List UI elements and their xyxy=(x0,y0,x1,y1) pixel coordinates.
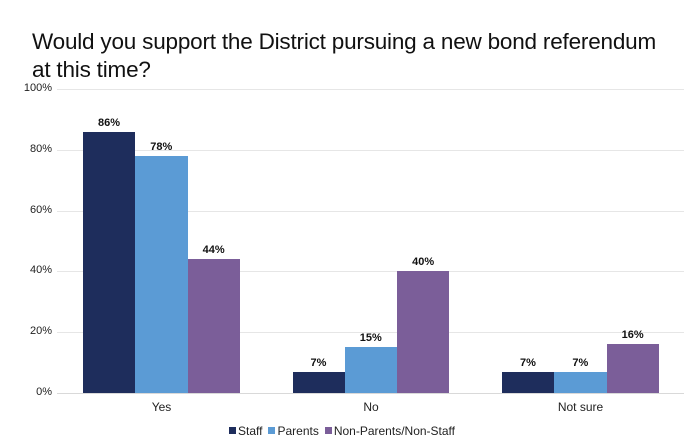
legend-item-staff: Staff xyxy=(229,424,262,438)
x-axis-category-label: Yes xyxy=(151,400,172,414)
bar-value-label: 40% xyxy=(412,256,435,269)
legend-item-non-parents-non-staff: Non-Parents/Non-Staff xyxy=(324,424,455,438)
legend-swatch-icon xyxy=(229,427,236,434)
chart-title-line-1: Would you support the District pursuing … xyxy=(32,29,656,54)
bar-value-label: 86% xyxy=(97,116,121,129)
legend-swatch-icon xyxy=(324,427,332,434)
bar-non-parents-non-staff-yes xyxy=(187,259,240,393)
bar-staff-no xyxy=(292,371,345,393)
chart-legend: Staff Parents Non-Parents/Non-Staff xyxy=(0,424,684,438)
bar-value-label: 44% xyxy=(202,244,225,257)
gridline xyxy=(57,271,684,272)
x-axis-baseline xyxy=(57,393,684,394)
y-axis-tick-label: 60% xyxy=(29,204,52,216)
legend-label: Non-Parents/Non-Staff xyxy=(333,424,455,438)
y-axis-tick-label: 100% xyxy=(23,82,52,94)
chart-title: Would you support the District pursuing … xyxy=(32,28,682,84)
bar-parents-no xyxy=(344,347,398,393)
x-axis-category-label: Not sure xyxy=(557,400,604,414)
bar-value-label: 7% xyxy=(572,356,589,369)
bar-parents-not-sure xyxy=(554,371,607,393)
bar-non-parents-non-staff-no xyxy=(397,271,450,393)
bar-value-label: 15% xyxy=(359,332,382,345)
gridline xyxy=(57,332,684,333)
x-axis-category-label: No xyxy=(363,400,379,414)
bar-staff-not-sure xyxy=(502,371,555,393)
bar-staff-yes xyxy=(83,131,136,393)
y-axis-tick-label: 20% xyxy=(29,325,52,337)
legend-item-parents: Parents xyxy=(268,424,319,438)
bar-value-label: 16% xyxy=(621,329,644,342)
gridline xyxy=(57,89,684,90)
bar-non-parents-non-staff-not-sure xyxy=(606,344,659,393)
legend-label: Staff xyxy=(238,424,263,438)
chart-title-line-2: at this time? xyxy=(32,57,151,82)
y-axis-tick-label: 80% xyxy=(29,143,52,155)
y-axis-tick-label: 40% xyxy=(29,264,52,276)
y-axis-tick-label: 0% xyxy=(36,386,52,398)
legend-label: Parents xyxy=(277,424,319,438)
bar-value-label: 7% xyxy=(520,356,536,369)
bar-value-label: 7% xyxy=(310,356,327,369)
bar-parents-yes xyxy=(135,155,188,393)
legend-swatch-icon xyxy=(268,427,276,434)
gridline xyxy=(57,211,684,212)
bar-value-label: 78% xyxy=(150,140,173,153)
gridline xyxy=(57,150,684,151)
